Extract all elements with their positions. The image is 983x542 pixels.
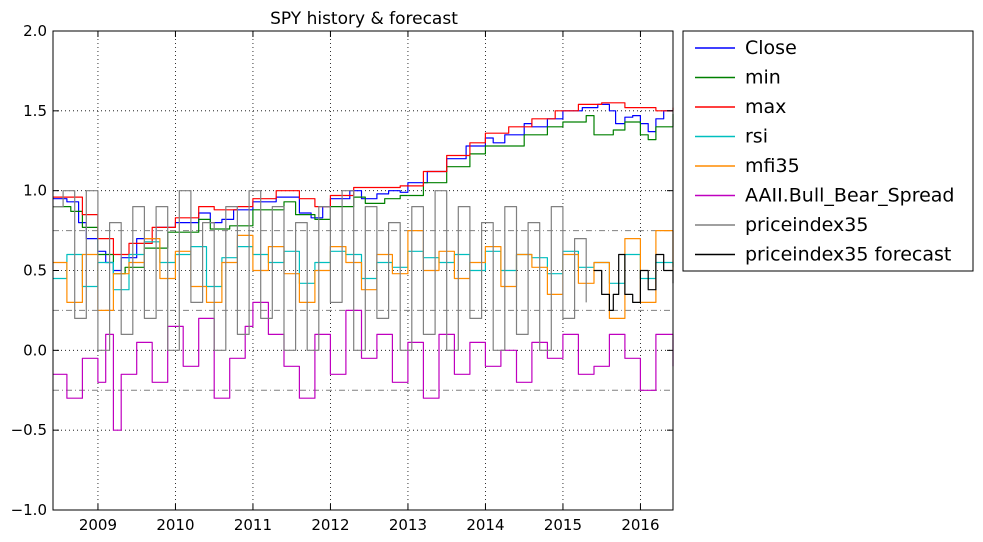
- legend-label: priceindex35 forecast: [745, 244, 951, 266]
- ticks-layer: 2009 2010 2011 2012 2013 2014 2015 2016 −1.0 −0.5…: [11, 22, 673, 534]
- y-tick-label: 1.5: [23, 102, 47, 120]
- x-tick-label: 2014: [466, 516, 504, 534]
- legend-label: AAII.Bull_Bear_Spread: [745, 185, 955, 207]
- x-tick-label: 2015: [544, 516, 582, 534]
- legend-label: min: [745, 67, 781, 89]
- chart-title: SPY history & forecast: [270, 9, 458, 29]
- series-line-2: [53, 102, 674, 256]
- series-layer: [53, 102, 674, 431]
- x-tick-label: 2011: [234, 516, 272, 534]
- y-tick-label: −0.5: [11, 421, 47, 439]
- x-tick-label: 2009: [79, 516, 117, 534]
- y-tick-label: 1.0: [23, 182, 47, 200]
- series-line-1: [53, 114, 674, 275]
- x-tick-label: 2016: [621, 516, 659, 534]
- legend: Close min max rsi mfi35 AAII.Bull_Bear_Spread…: [682, 30, 974, 272]
- series-line-4: [53, 230, 674, 319]
- legend-label: Close: [745, 37, 797, 59]
- legend-frame: [682, 30, 974, 272]
- legend-label: mfi35: [745, 155, 800, 177]
- y-tick-label: 0.5: [23, 262, 47, 280]
- y-tick-label: −1.0: [11, 501, 47, 519]
- series-line-7: [594, 253, 674, 311]
- series-line-3: [53, 241, 674, 291]
- y-tick-label: 2.0: [23, 22, 47, 40]
- x-tick-label: 2010: [156, 516, 194, 534]
- x-tick-label: 2013: [389, 516, 427, 534]
- legend-label: max: [745, 96, 786, 118]
- legend-label: priceindex35: [745, 214, 868, 236]
- reference-lines: [53, 230, 673, 391]
- legend-label: rsi: [745, 126, 768, 148]
- grid-layer: [53, 30, 673, 511]
- series-line-6: [53, 190, 587, 351]
- series-line-5: [53, 301, 674, 431]
- y-tick-label: 0.0: [23, 341, 47, 359]
- series-line-0: [53, 103, 673, 272]
- x-tick-label: 2012: [311, 516, 349, 534]
